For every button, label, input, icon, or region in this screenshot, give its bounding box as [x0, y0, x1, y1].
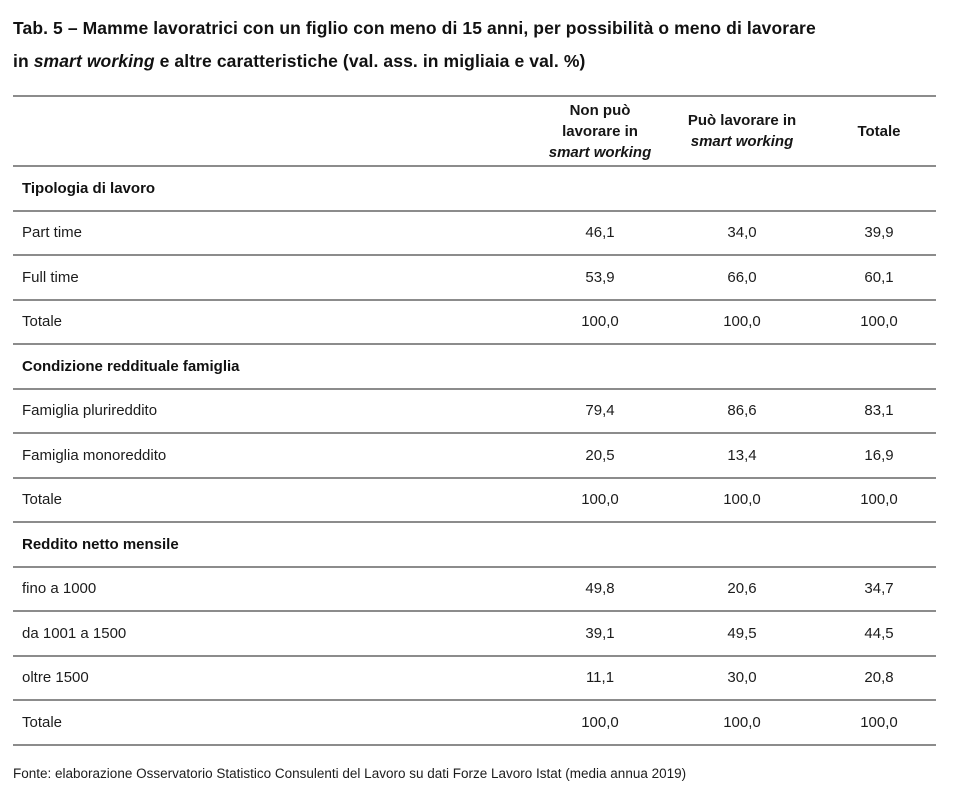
row-label: Full time — [22, 268, 79, 286]
value-cell: 100,0 — [723, 713, 761, 731]
table-row: Famiglia monoreddito 20,5 13,4 16,9 — [13, 433, 936, 478]
table-row: Totale 100,0 100,0 100,0 — [13, 478, 936, 522]
value-cell: 79,4 — [585, 402, 615, 420]
value-cell: 100,0 — [581, 491, 619, 509]
value-cell: 100,0 — [581, 713, 619, 731]
value-cell: 34,7 — [864, 580, 894, 598]
value-cell: 66,0 — [727, 268, 757, 286]
value-cell: 100,0 — [581, 313, 619, 331]
value-cell: 100,0 — [723, 491, 761, 509]
section-title-condizione: Condizione reddituale famiglia — [22, 357, 240, 375]
table-row: Famiglia plurireddito 79,4 86,6 83,1 — [13, 389, 936, 433]
statistics-table: Non può lavorare in smart working Può lavo… — [13, 95, 936, 746]
row-label: Part time — [22, 224, 83, 242]
value-cell: 60,1 — [864, 268, 894, 286]
row-label: Totale — [22, 713, 63, 731]
value-cell: 46,1 — [585, 224, 615, 242]
value-cell: 30,0 — [727, 669, 757, 687]
value-cell: 20,6 — [727, 580, 757, 598]
value-cell: 16,9 — [864, 446, 894, 464]
header-non-puo-italic: smart working — [548, 143, 652, 161]
section-title-reddito: Reddito netto mensile — [22, 535, 179, 553]
value-cell: 100,0 — [723, 313, 761, 331]
table-row: Totale 100,0 100,0 100,0 — [13, 700, 936, 745]
section-header-row: Tipologia di lavoro — [13, 166, 936, 211]
value-cell: 20,5 — [585, 446, 615, 464]
value-cell: 100,0 — [860, 713, 898, 731]
value-cell: 100,0 — [860, 313, 898, 331]
source-note: Fonte: elaborazione Osservatorio Statist… — [13, 765, 687, 781]
row-label: Famiglia monoreddito — [22, 446, 167, 464]
value-cell: 20,8 — [864, 669, 894, 687]
header-row: Non può lavorare in smart working Può lavo… — [13, 96, 936, 166]
value-cell: 86,6 — [727, 402, 757, 420]
value-cell: 53,9 — [585, 268, 615, 286]
section-header-row: Reddito netto mensile — [13, 522, 936, 567]
value-cell: 49,8 — [585, 580, 615, 598]
header-totale: Totale — [857, 122, 901, 140]
value-cell: 39,1 — [585, 624, 615, 642]
header-non-puo-line1: Non può — [569, 101, 631, 119]
row-label: Totale — [22, 313, 63, 331]
header-puo-line1: Può lavorare in — [687, 112, 797, 129]
row-label: oltre 1500 — [22, 669, 89, 687]
section-header-row: Condizione reddituale famiglia — [13, 344, 936, 389]
table-title: Tab. 5 – Mamme lavoratrici con un figlio… — [13, 12, 940, 78]
value-cell: 83,1 — [864, 402, 894, 420]
header-non-puo-lavorare: Non può lavorare in smart working — [538, 96, 662, 166]
value-cell: 44,5 — [864, 624, 894, 642]
value-cell: 100,0 — [860, 491, 898, 509]
table-row: da 1001 a 1500 39,1 49,5 44,5 — [13, 611, 936, 656]
page: Tab. 5 – Mamme lavoratrici con un figlio… — [13, 12, 940, 781]
row-label: Totale — [22, 491, 63, 509]
table-row: Totale 100,0 100,0 100,0 — [13, 300, 936, 344]
value-cell: 13,4 — [727, 446, 757, 464]
section-title-tipologia: Tipologia di lavoro — [22, 179, 156, 197]
title-line1: Tab. 5 – Mamme lavoratrici con un figlio… — [13, 18, 816, 38]
header-puo-italic: smart working — [690, 133, 794, 150]
value-cell: 49,5 — [727, 624, 757, 642]
header-puo-lavorare: Può lavorare in smart working — [662, 96, 822, 166]
row-label: fino a 1000 — [22, 580, 97, 598]
row-label: Famiglia plurireddito — [22, 402, 158, 420]
table-row: fino a 1000 49,8 20,6 34,7 — [13, 567, 936, 611]
value-cell: 34,0 — [727, 224, 757, 242]
title-line2-suffix: e altre caratteristiche (val. ass. in mi… — [154, 51, 586, 71]
header-non-puo-line2: lavorare in — [562, 122, 638, 140]
table-row: Full time 53,9 66,0 60,1 — [13, 255, 936, 300]
title-line2-italic: smart working — [33, 51, 155, 71]
value-cell: 11,1 — [585, 669, 615, 687]
row-label: da 1001 a 1500 — [22, 624, 127, 642]
header-empty-cell — [13, 96, 538, 166]
table-row: oltre 1500 11,1 30,0 20,8 — [13, 656, 936, 700]
title-line2-prefix: in — [13, 51, 34, 71]
value-cell: 39,9 — [864, 224, 894, 242]
table-row: Part time 46,1 34,0 39,9 — [13, 211, 936, 255]
